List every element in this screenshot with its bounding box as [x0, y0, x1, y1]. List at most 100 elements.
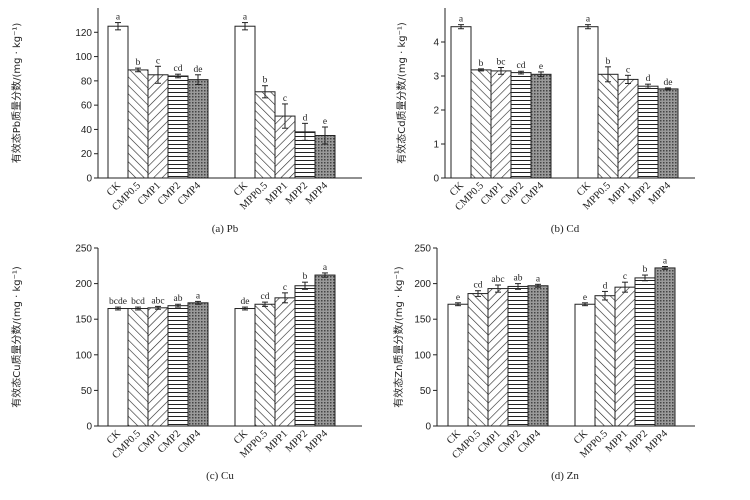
x-category-label: MPP1 — [264, 428, 290, 454]
y-axis-title: 有效态Cu质量分数/(mg · kg⁻¹) — [10, 266, 23, 408]
panel-caption: (b) Cd — [551, 223, 580, 235]
bar-cmp1 — [490, 70, 512, 179]
bar-mpp1 — [274, 297, 296, 427]
significance-label: b — [643, 265, 648, 275]
significance-label: b — [479, 59, 484, 69]
significance-label: e — [323, 117, 327, 127]
y-tick-label: 250 — [414, 244, 431, 255]
x-category-label: MPP1 — [264, 180, 290, 206]
significance-label: de — [664, 78, 673, 88]
significance-label: b — [303, 272, 308, 282]
bar-cmp1 — [147, 74, 169, 179]
bar-mpp1 — [617, 78, 639, 179]
y-tick-label: 4 — [433, 38, 439, 49]
significance-label: ab — [514, 274, 523, 284]
bar-ck — [450, 26, 472, 179]
x-category-label: CMP4 — [176, 180, 204, 208]
bar-mpp4 — [314, 274, 336, 427]
panel-caption: (c) Cu — [206, 470, 234, 482]
significance-label: c — [283, 94, 287, 104]
bar-cmp0-5 — [467, 293, 489, 427]
significance-label: bc — [497, 58, 506, 68]
significance-label: a — [536, 274, 541, 284]
significance-label: d — [303, 113, 308, 123]
significance-label: b — [136, 58, 141, 68]
y-tick-label: 100 — [75, 350, 92, 361]
significance-label: bcde — [109, 297, 127, 307]
y-tick-label: 100 — [414, 350, 431, 361]
y-axis-title: 有效态Zn质量分数/(mg · kg⁻¹) — [392, 266, 405, 408]
significance-label: abc — [151, 296, 164, 306]
bar-cmp4 — [530, 73, 552, 179]
bar-ck — [447, 303, 469, 427]
bar-cmp2 — [167, 305, 189, 427]
x-category-label: MPP4 — [644, 428, 671, 455]
x-category-label: MPP2 — [624, 428, 650, 454]
bar-mpp0-5 — [594, 295, 616, 427]
panel-caption: (d) Zn — [551, 470, 579, 482]
y-tick-label: 80 — [81, 76, 93, 87]
panel-caption: (a) Pb — [212, 223, 239, 235]
bar-cmp0-5 — [127, 308, 149, 427]
y-tick-label: 150 — [414, 315, 431, 326]
significance-label: cd — [474, 281, 483, 291]
x-category-label: MPP1 — [607, 180, 633, 206]
bar-cmp4 — [187, 79, 209, 179]
x-category-label: MPP1 — [604, 428, 630, 454]
significance-label: d — [603, 281, 608, 291]
y-tick-label: 200 — [75, 279, 92, 290]
significance-label: a — [586, 15, 591, 25]
significance-label: cd — [174, 64, 183, 74]
significance-label: bcd — [131, 297, 145, 307]
significance-label: de — [194, 65, 203, 75]
x-category-label: MPP4 — [304, 428, 331, 455]
significance-label: c — [283, 283, 287, 293]
bar-cmp4 — [527, 285, 549, 427]
bar-mpp2 — [294, 285, 316, 427]
bar-ck — [234, 25, 256, 179]
significance-label: a — [663, 257, 668, 267]
y-tick-label: 40 — [81, 125, 93, 136]
bar-ck — [577, 26, 599, 179]
y-tick-label: 250 — [75, 244, 92, 255]
significance-label: b — [606, 57, 611, 67]
significance-label: a — [323, 263, 328, 273]
y-tick-label: 1 — [433, 140, 439, 151]
x-category-label: MPP4 — [647, 180, 674, 207]
bar-cmp1 — [147, 307, 169, 427]
x-category-label: MPP2 — [627, 180, 653, 206]
significance-label: c — [156, 56, 160, 66]
y-tick-label: 60 — [81, 101, 93, 112]
significance-label: d — [646, 74, 651, 84]
y-tick-label: 3 — [433, 72, 439, 83]
bar-ck — [107, 308, 129, 427]
bar-ck — [234, 308, 256, 427]
significance-label: c — [626, 65, 630, 75]
y-tick-label: 20 — [81, 149, 93, 160]
significance-label: e — [539, 62, 543, 72]
x-category-label: CMP4 — [176, 428, 204, 456]
x-category-label: MPP4 — [304, 180, 331, 207]
y-tick-label: 120 — [75, 28, 92, 39]
significance-label: b — [263, 76, 268, 86]
significance-label: c — [623, 272, 627, 282]
bar-mpp2 — [637, 85, 659, 179]
bar-mpp1 — [614, 286, 636, 427]
significance-label: e — [456, 293, 460, 303]
bar-cmp1 — [487, 288, 509, 427]
significance-label: a — [243, 13, 248, 23]
bar-ck — [107, 25, 129, 179]
bar-cmp2 — [167, 75, 189, 179]
significance-label: a — [459, 15, 464, 25]
y-tick-label: 2 — [433, 106, 439, 117]
bar-cmp2 — [510, 72, 532, 179]
y-tick-label: 50 — [81, 386, 93, 397]
bar-mpp2 — [634, 277, 656, 427]
y-tick-label: 200 — [414, 279, 431, 290]
bar-cmp0-5 — [470, 69, 492, 179]
x-category-label: CMP4 — [516, 428, 544, 456]
y-tick-label: 100 — [75, 52, 92, 63]
x-category-label: CMP4 — [519, 180, 547, 208]
